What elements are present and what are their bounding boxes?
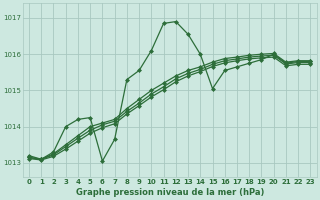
X-axis label: Graphe pression niveau de la mer (hPa): Graphe pression niveau de la mer (hPa) <box>76 188 264 197</box>
